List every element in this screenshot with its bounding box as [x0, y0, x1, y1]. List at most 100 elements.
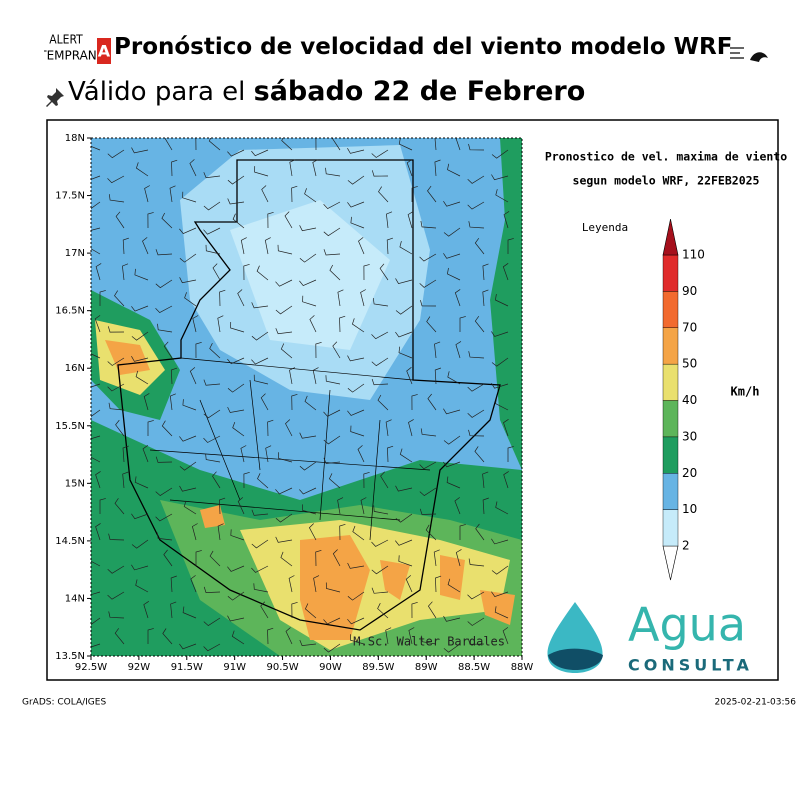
wind-barb: [122, 445, 129, 463]
wind-barb: [209, 550, 221, 567]
wind-barb: [395, 513, 413, 523]
wind-barb: [482, 497, 489, 515]
wind-barb: [468, 351, 485, 359]
wind-barb: [131, 356, 149, 362]
wind-barb: [419, 508, 437, 515]
wind-barb: [142, 445, 149, 463]
wind-barb: [323, 201, 341, 210]
lon-label: 89.5W: [362, 662, 394, 673]
wind-barb: [219, 497, 226, 515]
wind-barb: [347, 148, 365, 154]
wind-barb: [455, 138, 461, 151]
wind-barb: [371, 170, 389, 177]
wind-barb: [155, 487, 173, 497]
wind-barb: [114, 290, 125, 307]
wind-barb: [107, 357, 125, 366]
wind-barb: [399, 448, 413, 463]
wind-barb: [420, 220, 437, 229]
frame: [46, 119, 779, 681]
wind-barb: [427, 393, 437, 411]
wind-barb: [108, 402, 125, 411]
wind-barb: [443, 615, 461, 622]
wind-barb: [243, 263, 250, 281]
wind-barb: [495, 397, 509, 411]
wind-barb: [170, 575, 177, 593]
colorbar-bin: [662, 363, 679, 401]
wind-barb: [371, 149, 389, 158]
legend-level: 40: [682, 393, 697, 407]
wind-barb: [467, 591, 485, 600]
wind-barb: [91, 435, 101, 440]
wind-barb: [467, 201, 485, 210]
logo-mark: A: [98, 42, 111, 61]
wind-barb: [195, 138, 197, 151]
lat-label: 16.5N: [55, 306, 85, 317]
wind-barb: [398, 346, 413, 359]
wind-barb: [155, 305, 173, 314]
wind-barb: [332, 341, 341, 359]
wind-barb: [347, 383, 365, 393]
wind-barb: [494, 606, 509, 619]
wind-barb: [122, 471, 129, 489]
wind-barb: [491, 331, 509, 337]
wind-barb: [435, 575, 442, 593]
wind-barb: [170, 367, 178, 385]
wind-barb: [253, 374, 269, 385]
wind-barb: [191, 523, 198, 541]
wind-barb: [182, 399, 197, 411]
wind-barb: [323, 643, 341, 653]
wind-barb: [291, 185, 298, 203]
wind-barb: [179, 485, 197, 492]
wind-barb: [179, 643, 197, 650]
wind-barb: [339, 315, 346, 333]
wind-barb: [134, 476, 149, 489]
wind-barb: [227, 149, 245, 157]
wind-barb: [502, 263, 509, 281]
wind-barb: [208, 138, 221, 151]
wind-barb: [217, 523, 224, 541]
wind-barb: [434, 138, 437, 151]
wind-barb: [267, 211, 274, 229]
wind-barb: [135, 370, 149, 385]
wind-barb: [275, 513, 293, 523]
wind-barb: [491, 174, 509, 181]
wind-barb: [323, 249, 341, 256]
wind-barb: [407, 211, 414, 229]
wind-barb: [203, 617, 221, 627]
legend-unit: Km/h: [731, 385, 760, 399]
wind-barb: [309, 315, 317, 333]
legend-level: 10: [682, 502, 697, 516]
wind-barb: [275, 279, 293, 287]
wind-barb: [371, 539, 389, 547]
wind-barb: [179, 435, 197, 442]
wind-barb: [114, 628, 125, 645]
wind-barb: [107, 149, 125, 159]
wind-barb: [203, 409, 221, 419]
wind-barb: [332, 549, 341, 567]
wind-barb: [99, 290, 106, 306]
wind-barb: [323, 617, 341, 625]
wind-barb: [275, 536, 293, 543]
wind-barb: [373, 505, 389, 515]
wind-barb: [443, 408, 461, 415]
wind-barb: [147, 212, 154, 229]
valid-prefix: Válido para el: [68, 77, 246, 107]
colorbar-bin: [662, 509, 679, 547]
wind-barb: [179, 227, 197, 235]
wind-barb: [157, 323, 173, 333]
wind-barb: [288, 575, 295, 593]
wind-barb: [299, 432, 317, 439]
wind-barb: [434, 341, 441, 359]
wind-barb: [419, 461, 437, 470]
lat-label: 15N: [65, 478, 85, 489]
wind-barb: [170, 601, 177, 619]
wind-barb: [203, 201, 221, 211]
logo-bottom: TEMPRAN: [44, 49, 97, 63]
wind-barb: [284, 211, 293, 229]
wind-barb: [377, 394, 389, 411]
wind-barb: [256, 265, 269, 281]
wind-barb: [421, 635, 437, 645]
wind-barb: [302, 504, 317, 515]
wind-barb: [360, 289, 366, 307]
wind-barb: [304, 395, 317, 411]
